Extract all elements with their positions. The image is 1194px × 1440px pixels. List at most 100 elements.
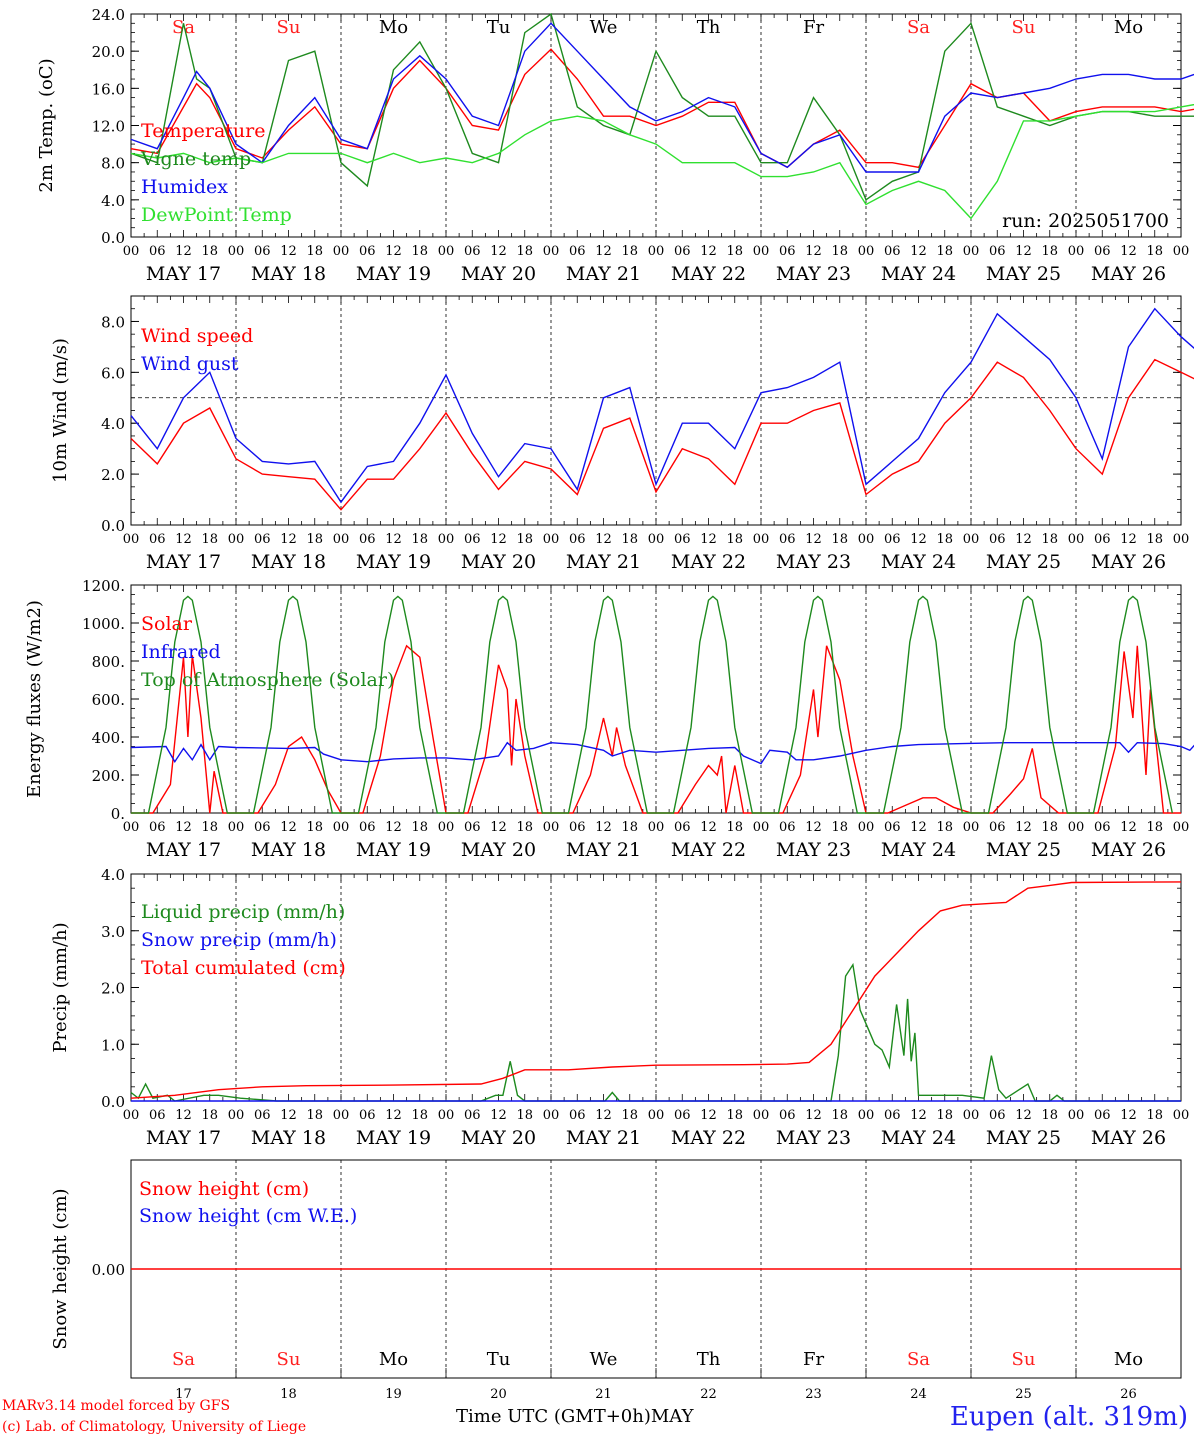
- hour-tick-label: 18: [726, 820, 743, 835]
- day-label: MAY 26: [1091, 1127, 1166, 1149]
- hour-tick-label: 00: [648, 1108, 665, 1123]
- hour-tick-label: 12: [490, 1108, 507, 1123]
- series-line: [130, 881, 1182, 1099]
- hour-tick-label: 00: [333, 244, 350, 259]
- day-label: MAY 18: [251, 839, 326, 861]
- hour-tick-label: 06: [569, 820, 586, 835]
- hour-tick-label: 12: [700, 1108, 717, 1123]
- hour-tick-label: 00: [333, 820, 350, 835]
- hour-tick-label: 00: [438, 1108, 455, 1123]
- hour-tick-label: 00: [228, 820, 245, 835]
- y-tick-label: 3.0: [101, 923, 125, 941]
- legend-entry: Snow precip (mm/h): [141, 929, 337, 951]
- y-tick-label: 2.0: [101, 980, 125, 998]
- hour-tick-label: 18: [306, 1108, 323, 1123]
- hour-tick-label: 00: [648, 244, 665, 259]
- hour-tick-label: 06: [464, 820, 481, 835]
- legend-entry: Temperature: [141, 120, 265, 142]
- hour-tick-label: 00: [1068, 820, 1085, 835]
- hour-tick-label: 12: [490, 820, 507, 835]
- hour-tick-label: 06: [989, 244, 1006, 259]
- hour-tick-label: 18: [411, 532, 428, 547]
- series-line: [131, 644, 1181, 814]
- hour-tick-label: 06: [149, 244, 166, 259]
- day-label: MAY 21: [566, 551, 641, 573]
- hour-tick-label: 06: [884, 820, 901, 835]
- day-label: MAY 25: [986, 1127, 1061, 1149]
- y-tick-label: 400.: [92, 729, 125, 747]
- legend-entry: DewPoint Temp: [141, 204, 292, 226]
- y-tick-label: 800.: [92, 653, 125, 671]
- hour-tick-label: 18: [516, 820, 533, 835]
- hour-tick-label: 00: [438, 820, 455, 835]
- station-title: Eupen (alt. 319m): [949, 1402, 1188, 1432]
- hour-tick-label: 00: [858, 532, 875, 547]
- y-tick-label: 0.0: [101, 1093, 125, 1111]
- y-axis-title: 2m Temp. (oC): [36, 58, 57, 192]
- model-credit: MARv3.14 model forced by GFS: [2, 1398, 231, 1414]
- y-tick-label: 4.0: [101, 192, 125, 210]
- weekday-label: Sa: [172, 17, 195, 38]
- hour-tick-label: 12: [805, 1108, 822, 1123]
- hour-tick-label: 06: [149, 1108, 166, 1123]
- weekday-label: Fr: [803, 17, 824, 38]
- day-label: MAY 22: [671, 551, 746, 573]
- hour-tick-label: 06: [359, 244, 376, 259]
- y-tick-label: 4.0: [101, 415, 125, 433]
- day-label: MAY 22: [671, 263, 746, 285]
- day-label: MAY 20: [461, 263, 536, 285]
- hour-tick-label: 00: [753, 532, 770, 547]
- day-label: MAY 20: [461, 551, 536, 573]
- y-tick-label: 1.0: [101, 1036, 125, 1054]
- weekday-label: Su: [277, 1349, 301, 1370]
- series-line: [130, 741, 1194, 765]
- y-tick-label: 8.0: [101, 313, 125, 331]
- weekday-label: Th: [697, 17, 721, 38]
- day-number-label: 20: [490, 1387, 507, 1400]
- hour-tick-label: 18: [411, 244, 428, 259]
- hour-tick-label: 06: [569, 532, 586, 547]
- hour-tick-label: 18: [621, 1108, 638, 1123]
- hour-tick-label: 00: [333, 532, 350, 547]
- hour-tick-label: 18: [1146, 820, 1163, 835]
- hour-tick-label: 06: [674, 1108, 691, 1123]
- legend-entry: Humidex: [141, 176, 228, 198]
- y-tick-label: 4.0: [101, 866, 125, 884]
- hour-tick-label: 00: [858, 244, 875, 259]
- hour-tick-label: 06: [779, 820, 796, 835]
- hour-tick-label: 18: [516, 532, 533, 547]
- hour-tick-label: 18: [1146, 532, 1163, 547]
- hour-tick-label: 06: [464, 244, 481, 259]
- day-label: MAY 23: [776, 1127, 851, 1149]
- legend-entry: Wind gust: [141, 353, 239, 375]
- day-label: MAY 25: [986, 839, 1061, 861]
- series-line: [130, 103, 1194, 220]
- hour-tick-label: 18: [831, 1108, 848, 1123]
- hour-tick-label: 18: [411, 1108, 428, 1123]
- day-label: MAY 26: [1091, 839, 1166, 861]
- hour-tick-label: 00: [228, 1108, 245, 1123]
- hour-tick-label: 12: [385, 244, 402, 259]
- y-tick-label: 0.00: [92, 1261, 125, 1279]
- day-label: MAY 17: [146, 1127, 221, 1149]
- hour-tick-label: 18: [201, 820, 218, 835]
- weekday-label: We: [590, 1349, 618, 1370]
- hour-tick-label: 00: [438, 532, 455, 547]
- hour-tick-label: 18: [726, 1108, 743, 1123]
- hour-tick-label: 18: [1041, 820, 1058, 835]
- hour-tick-label: 06: [1094, 820, 1111, 835]
- hour-tick-label: 06: [569, 1108, 586, 1123]
- series-line: [131, 595, 1173, 814]
- hour-tick-label: 18: [936, 820, 953, 835]
- x-axis-title: Time UTC (GMT+0h)MAY: [456, 1406, 693, 1427]
- hour-tick-label: 12: [700, 244, 717, 259]
- hour-tick-label: 12: [595, 1108, 612, 1123]
- hour-tick-label: 18: [726, 244, 743, 259]
- hour-tick-label: 06: [569, 244, 586, 259]
- hour-tick-label: 00: [543, 820, 560, 835]
- hour-tick-label: 18: [201, 532, 218, 547]
- hour-tick-label: 06: [359, 1108, 376, 1123]
- meteogram-chart: 00 06 12 18 00 06 12 18 00 06 12 18 00 06 12 18 00 06 12 18…: [24, 6, 1194, 1400]
- hour-tick-label: 06: [254, 532, 271, 547]
- hour-tick-label: 18: [1041, 244, 1058, 259]
